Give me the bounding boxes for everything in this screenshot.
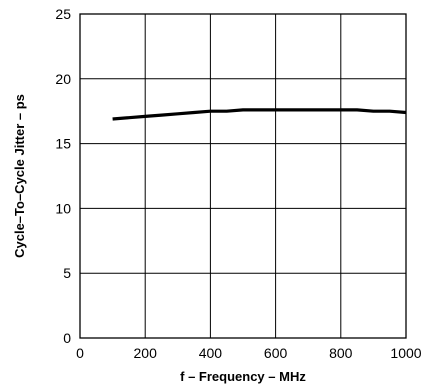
y-axis-label: Cycle–To–Cycle Jitter – ps — [12, 94, 27, 258]
x-tick-label: 0 — [76, 345, 84, 361]
y-tick-label: 20 — [55, 71, 71, 87]
y-tick-label: 15 — [55, 136, 71, 152]
y-tick-label: 25 — [55, 6, 71, 22]
y-tick-label: 0 — [63, 330, 71, 346]
x-axis-label: f – Frequency – MHz — [180, 369, 306, 384]
y-tick-label: 10 — [55, 200, 71, 216]
y-tick-labels: 0 5 10 15 20 25 — [55, 6, 71, 346]
series-layer — [112, 108, 407, 121]
y-tick-label: 5 — [63, 265, 71, 281]
x-tick-label: 1000 — [390, 345, 421, 361]
x-tick-labels: 0 200 400 600 800 1000 — [76, 345, 422, 361]
x-tick-label: 800 — [329, 345, 353, 361]
plot-area-frame — [79, 13, 407, 339]
x-tick-label: 400 — [199, 345, 223, 361]
series-line — [112, 108, 407, 121]
x-tick-label: 600 — [264, 345, 288, 361]
x-tick-label: 200 — [134, 345, 158, 361]
grid — [80, 14, 406, 338]
